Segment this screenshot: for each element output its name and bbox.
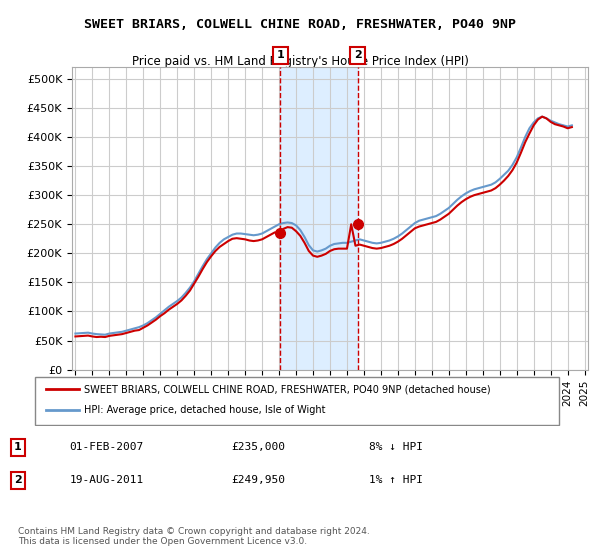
- FancyBboxPatch shape: [35, 377, 559, 424]
- Text: 01-FEB-2007: 01-FEB-2007: [70, 442, 144, 452]
- Text: 1: 1: [277, 50, 284, 60]
- Text: Contains HM Land Registry data © Crown copyright and database right 2024.
This d: Contains HM Land Registry data © Crown c…: [18, 526, 370, 546]
- Bar: [280, 67, 358, 370]
- Text: 19-AUG-2011: 19-AUG-2011: [70, 475, 144, 486]
- Text: £249,950: £249,950: [231, 475, 285, 486]
- Text: 1: 1: [14, 442, 22, 452]
- Text: 2: 2: [14, 475, 22, 486]
- Text: SWEET BRIARS, COLWELL CHINE ROAD, FRESHWATER, PO40 9NP: SWEET BRIARS, COLWELL CHINE ROAD, FRESHW…: [84, 18, 516, 31]
- Text: 1% ↑ HPI: 1% ↑ HPI: [369, 475, 423, 486]
- Text: £235,000: £235,000: [231, 442, 285, 452]
- Text: HPI: Average price, detached house, Isle of Wight: HPI: Average price, detached house, Isle…: [84, 405, 325, 416]
- Text: 8% ↓ HPI: 8% ↓ HPI: [369, 442, 423, 452]
- Text: 2: 2: [354, 50, 362, 60]
- Text: SWEET BRIARS, COLWELL CHINE ROAD, FRESHWATER, PO40 9NP (detached house): SWEET BRIARS, COLWELL CHINE ROAD, FRESHW…: [84, 384, 491, 394]
- Text: Price paid vs. HM Land Registry's House Price Index (HPI): Price paid vs. HM Land Registry's House …: [131, 55, 469, 68]
